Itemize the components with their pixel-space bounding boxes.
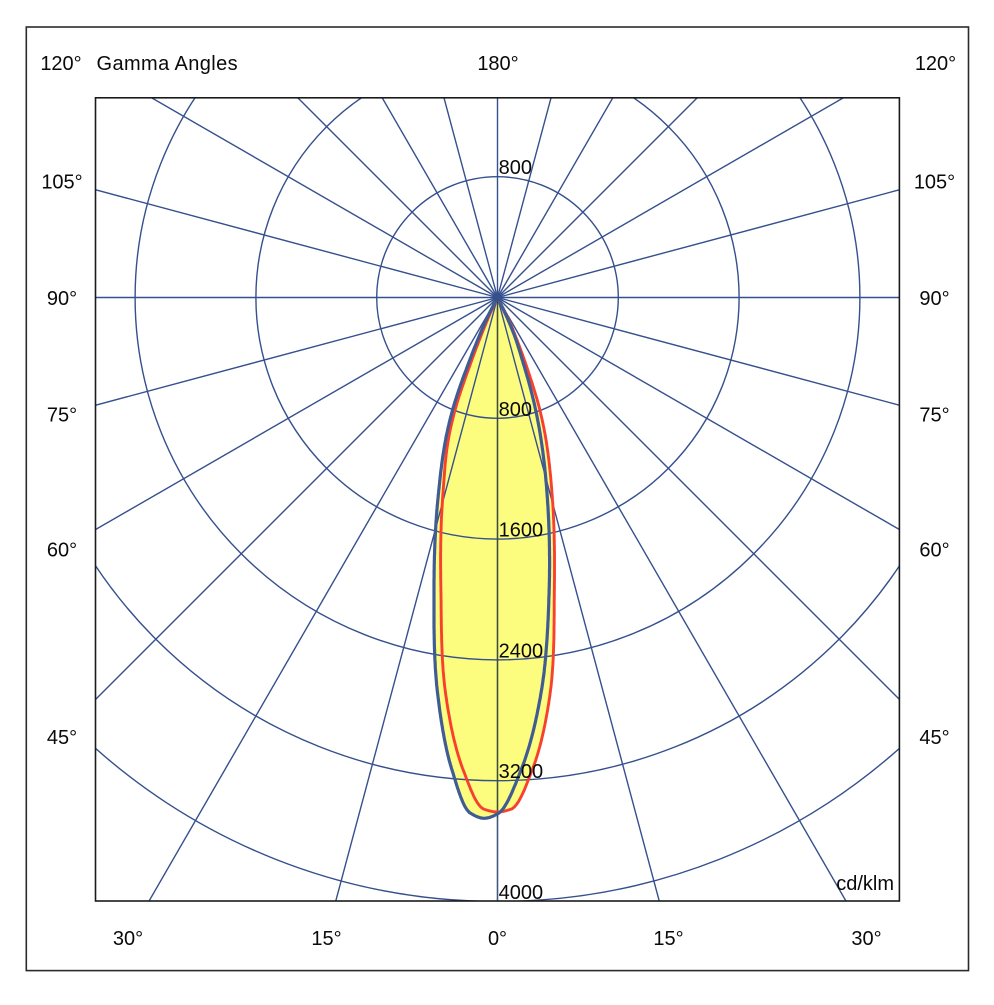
svg-text:cd/klm: cd/klm [836,873,894,895]
svg-text:75°: 75° [919,404,949,426]
svg-text:0°: 0° [488,928,507,950]
svg-text:45°: 45° [47,727,77,749]
svg-text:15°: 15° [653,928,683,950]
svg-text:800: 800 [499,157,532,179]
svg-text:120°: 120° [915,53,956,75]
svg-text:1600: 1600 [499,520,543,542]
svg-text:180°: 180° [477,53,518,75]
svg-text:30°: 30° [113,928,143,950]
svg-text:Gamma Angles: Gamma Angles [97,53,239,75]
svg-text:30°: 30° [851,928,881,950]
svg-text:60°: 60° [919,539,949,561]
svg-text:3200: 3200 [499,761,543,783]
svg-text:2400: 2400 [499,640,543,662]
svg-text:45°: 45° [919,727,949,749]
svg-text:60°: 60° [47,539,77,561]
svg-text:4000: 4000 [499,882,543,904]
svg-text:90°: 90° [47,288,77,310]
svg-text:120°: 120° [40,53,81,75]
svg-text:15°: 15° [311,928,341,950]
svg-text:90°: 90° [919,288,949,310]
svg-text:105°: 105° [914,171,955,193]
svg-text:800: 800 [499,399,532,421]
svg-text:75°: 75° [47,404,77,426]
svg-text:105°: 105° [41,171,82,193]
